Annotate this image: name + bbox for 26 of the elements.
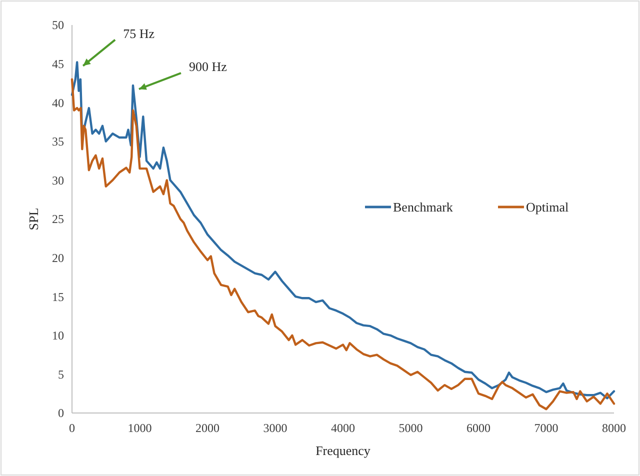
legend-label: Optimal [526,200,569,215]
x-tick-label: 8000 [602,421,626,435]
y-tick-label: 15 [52,290,64,304]
x-tick-label: 3000 [263,421,288,435]
x-tick-label: 4000 [331,421,355,435]
x-tick-label: 5000 [398,421,423,435]
y-tick-label: 35 [52,134,64,149]
x-axis-title: Frequency [316,443,371,458]
y-tick-label: 10 [52,328,64,343]
x-tick-label: 0 [69,421,75,435]
y-tick-label: 20 [52,251,64,265]
x-tick-label: 1000 [128,421,152,435]
x-tick-label: 6000 [466,421,490,435]
x-tick-label: 7000 [534,421,558,435]
y-tick-label: 50 [52,18,64,32]
y-tick-label: 0 [58,406,64,420]
legend-label: Benchmark [393,200,454,215]
x-tick-label: 2000 [196,421,220,435]
y-tick-label: 45 [52,57,64,71]
y-tick-label: 30 [52,173,64,188]
annotation: 900 Hz [188,59,228,74]
y-tick-label: 5 [58,367,64,382]
annotation: 75 Hz [123,26,155,41]
y-axis-title: SPL [26,208,41,230]
y-tick-label: 25 [52,212,64,226]
y-tick-label: 40 [52,96,64,110]
